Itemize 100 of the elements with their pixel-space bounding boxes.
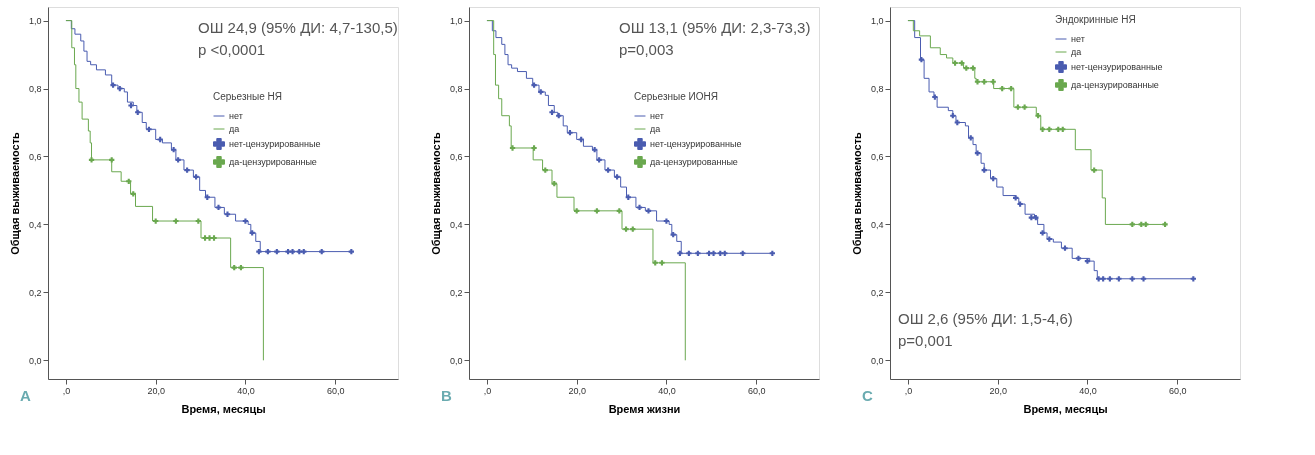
point — [594, 208, 600, 214]
legend-label: да-цензурированные — [1071, 80, 1159, 90]
x-axis-title: Время жизни — [608, 402, 681, 415]
y-axis-title: Общая выживаемость — [8, 131, 21, 255]
point — [1084, 258, 1091, 264]
point — [999, 85, 1005, 92]
point — [206, 235, 213, 241]
point — [549, 109, 555, 115]
point — [686, 250, 692, 256]
x-tick-label: 40,0 — [237, 385, 255, 396]
x-tick-label: 60,0 — [326, 385, 345, 396]
annotation: p=0,001 — [898, 332, 953, 349]
x-tick-label: 60,0 — [747, 385, 766, 396]
point — [211, 235, 217, 241]
point — [88, 157, 95, 163]
point — [202, 235, 208, 241]
y-tick-label: 0,2 — [870, 287, 884, 298]
point — [238, 264, 244, 271]
legend-title: Серьезные ИОНЯ — [634, 91, 718, 102]
annotation: ОШ 24,9 (95% ДИ: 4,7-130,5) — [198, 19, 398, 36]
legend-label: нет — [650, 111, 664, 121]
y-tick-label: 0,6 — [449, 151, 463, 162]
point — [567, 130, 573, 136]
point — [1091, 167, 1097, 173]
point — [981, 167, 987, 173]
legend-title: Серьезные НЯ — [213, 91, 282, 102]
x-tick-label: 60,0 — [1168, 385, 1187, 396]
annotation: p <0,0001 — [198, 41, 266, 58]
point — [157, 136, 163, 143]
point — [1062, 245, 1068, 251]
y-tick-label: 0,4 — [449, 219, 463, 230]
y-tick-label: 1,0 — [28, 16, 42, 27]
y-tick-label: 0,2 — [449, 287, 463, 298]
y-tick-label: 0,0 — [28, 355, 42, 366]
point — [256, 248, 262, 255]
y-tick-label: 0,6 — [28, 151, 42, 162]
text: A — [20, 387, 31, 404]
point — [531, 145, 537, 151]
y-axis-title: Общая выживаемость — [850, 131, 863, 255]
x-tick-label: 20,0 — [568, 385, 586, 396]
annotation: ОШ 2,6 (95% ДИ: 1,5-4,6) — [898, 310, 1073, 327]
point — [289, 248, 296, 255]
point — [184, 167, 190, 173]
point — [1046, 236, 1052, 242]
point — [1140, 276, 1147, 282]
point — [710, 250, 717, 256]
point — [117, 85, 123, 92]
point — [645, 208, 652, 214]
point — [173, 218, 179, 224]
point — [193, 174, 199, 180]
point — [659, 260, 665, 266]
point — [596, 157, 602, 163]
point — [623, 226, 629, 232]
point — [1015, 104, 1021, 110]
point — [605, 167, 611, 173]
point — [970, 65, 976, 71]
annotation: ОШ 13,1 (95% ДИ: 2,3-73,3) — [619, 19, 811, 36]
legend-label: да — [650, 124, 661, 134]
x-tick-label: 40,0 — [658, 385, 676, 396]
point — [954, 119, 960, 126]
point — [175, 157, 181, 163]
legend-label: нет — [1071, 34, 1085, 44]
y-tick-label: 0,2 — [28, 287, 42, 298]
point — [1035, 113, 1041, 119]
point — [932, 94, 938, 100]
legend-label: да-цензурированные — [650, 157, 738, 167]
point — [959, 60, 965, 66]
legend-title: Эндокринные НЯ — [1055, 14, 1136, 25]
point — [1013, 195, 1019, 201]
point — [1039, 230, 1046, 236]
y-tick-label: 0,0 — [449, 355, 463, 366]
x-axis-title: Время, месяцы — [181, 402, 266, 415]
point — [1107, 276, 1113, 282]
point — [509, 145, 516, 151]
y-tick-label: 1,0 — [449, 16, 463, 27]
point — [265, 248, 271, 255]
point — [531, 82, 537, 88]
point — [614, 174, 620, 180]
legend-label: да — [229, 124, 240, 134]
point — [146, 126, 152, 132]
x-tick-label: 20,0 — [989, 385, 1007, 396]
point — [1162, 221, 1168, 228]
y-tick-label: 0,4 — [870, 219, 884, 230]
point — [128, 102, 134, 109]
y-tick-label: 1,0 — [870, 16, 884, 27]
x-tick-label: 40,0 — [1079, 385, 1097, 396]
point — [195, 218, 201, 224]
y-axis-title: Общая выживаемость — [429, 131, 442, 255]
y-tick-label: 0,6 — [870, 151, 884, 162]
point — [1008, 85, 1014, 92]
point — [636, 204, 643, 211]
legend-label: да-цензурированные — [229, 157, 317, 167]
legend-label: да — [1071, 47, 1082, 57]
point — [215, 204, 222, 211]
legend-label: нет-цензурированные — [650, 139, 742, 149]
point — [224, 211, 231, 217]
y-tick-label: 0,8 — [870, 84, 884, 95]
point — [663, 218, 670, 224]
y-tick-label: 0,8 — [28, 84, 42, 95]
point — [542, 167, 548, 173]
